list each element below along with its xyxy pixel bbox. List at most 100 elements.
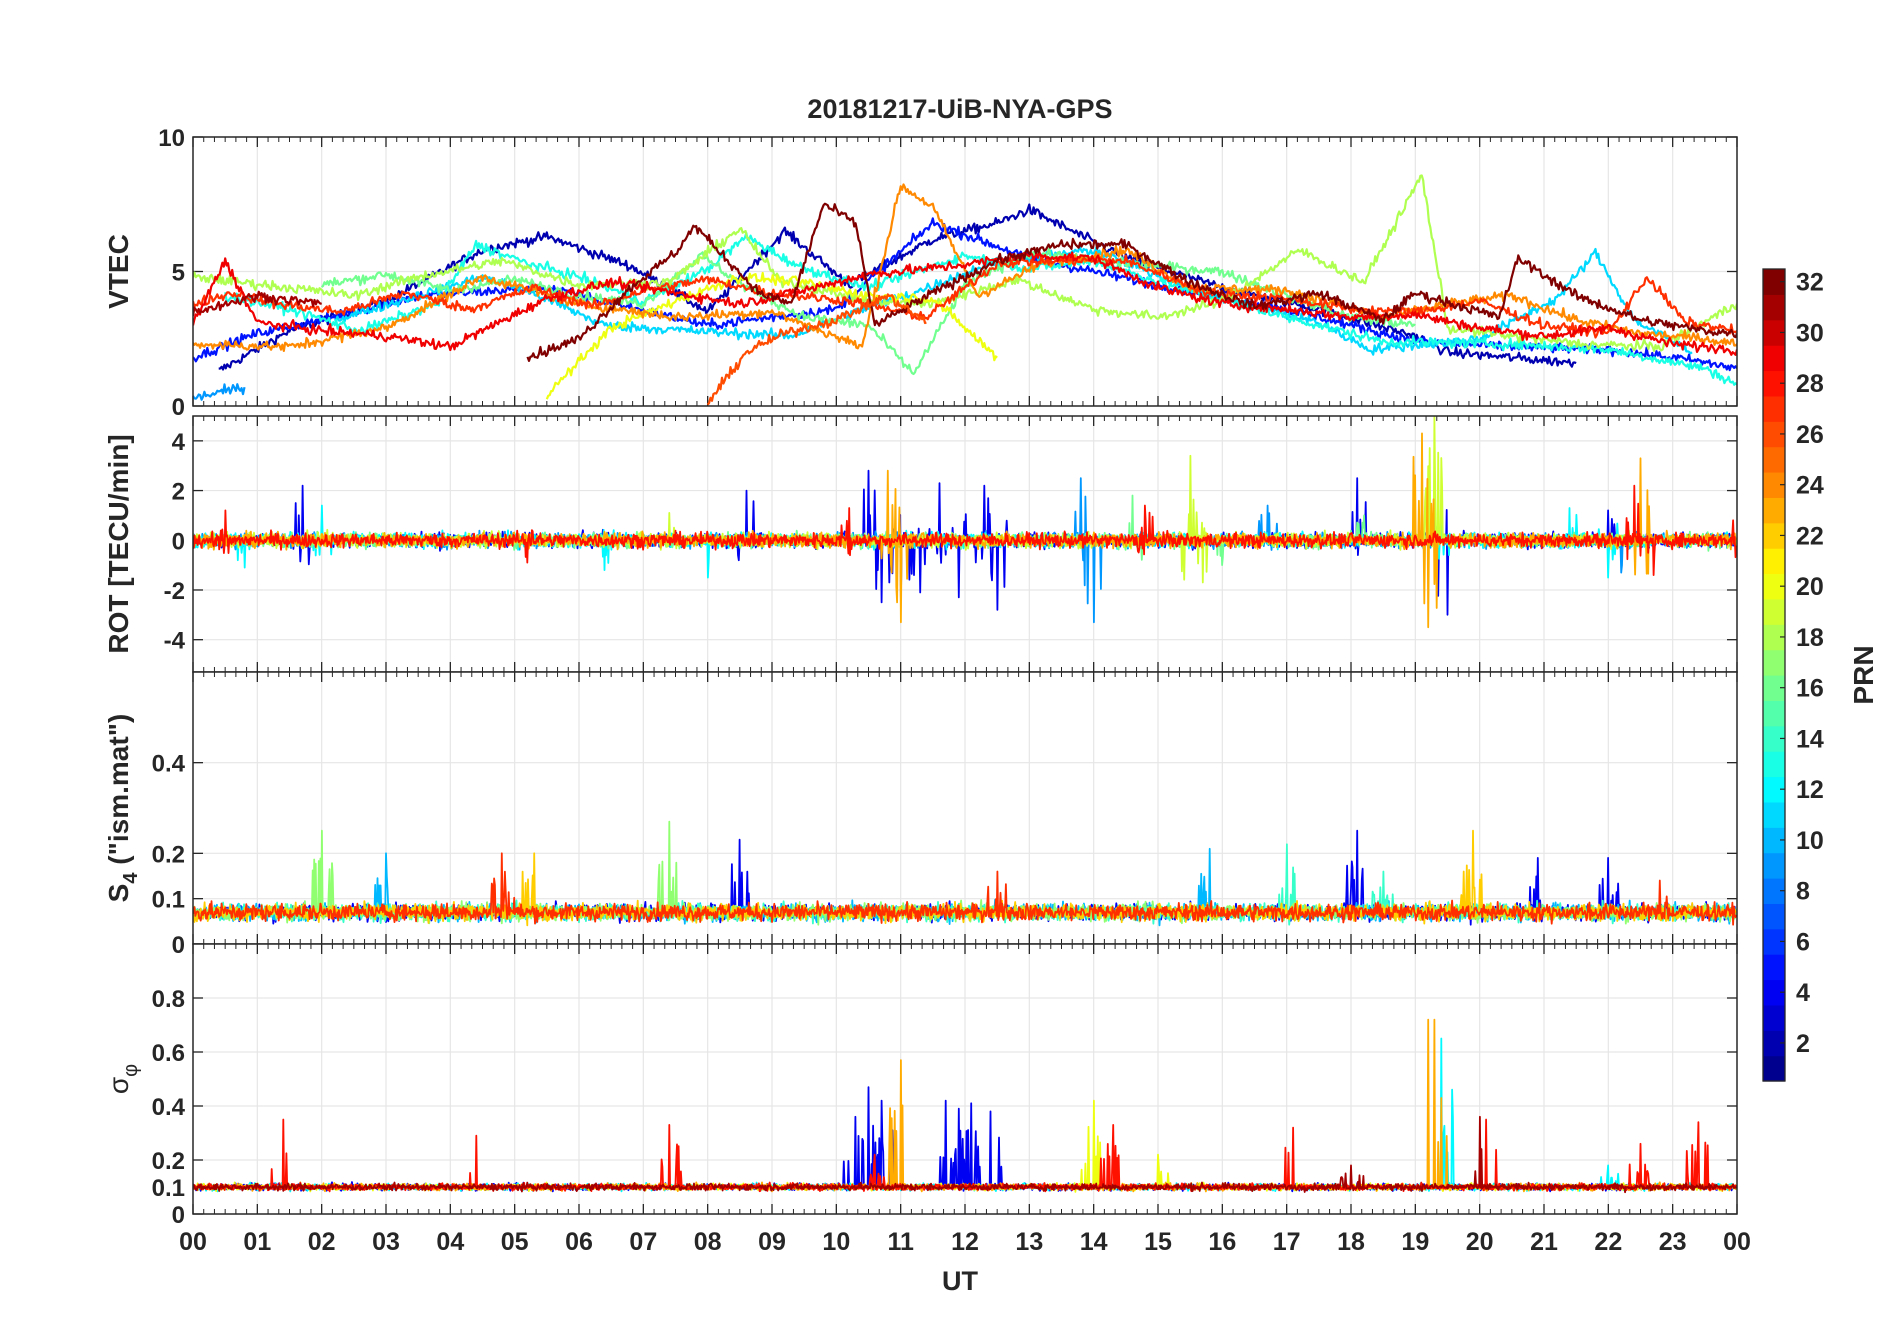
y-tick-label: 0.4 [152, 751, 186, 778]
x-tick-label: 15 [1144, 1228, 1172, 1256]
y-tick-label: 5 [172, 260, 185, 287]
panel-3: 0 0.1 0.2 0.4 S4 ("ism.mat") [103, 671, 1738, 959]
colorbar-band [1763, 878, 1785, 904]
y-tick-label: 10 [158, 125, 185, 152]
x-tick-label: 04 [436, 1228, 464, 1256]
colorbar-tick-label: 26 [1796, 421, 1824, 449]
series-line-prn-29 [193, 250, 1737, 356]
y-tick-label: 0.2 [152, 841, 185, 868]
colorbar-band [1763, 725, 1785, 752]
series-line-prn-28 [193, 484, 1737, 576]
colorbar-band [1763, 649, 1785, 676]
colorbar-tick-label: 8 [1796, 878, 1810, 906]
x-tick-label: 19 [1401, 1228, 1429, 1256]
colorbar-band [1763, 573, 1785, 600]
series-group [193, 1018, 1737, 1194]
colorbar-tick-label: 6 [1796, 928, 1810, 956]
colorbar-band [1763, 472, 1785, 498]
colorbar-band [1763, 700, 1785, 727]
y-tick-label: 0 [172, 932, 185, 959]
y-tick-label: -2 [164, 578, 185, 605]
colorbar-band [1763, 1030, 1785, 1057]
x-axis-label: UT [942, 1266, 978, 1296]
series-group [193, 820, 1737, 927]
y-tick-label: -4 [164, 628, 186, 655]
colorbar-tick-label: 28 [1796, 370, 1824, 398]
colorbar-band [1763, 852, 1785, 879]
y-axis-label-sub: 4 [120, 872, 142, 884]
y-axis-label: VTEC [103, 234, 134, 309]
y-tick-label: 0 [172, 394, 185, 421]
series-line-prn-9 [193, 383, 246, 401]
y-tick-label: 0.1 [152, 887, 185, 914]
x-tick-label: 11 [887, 1228, 914, 1256]
series-line-prn-18 [193, 174, 1737, 352]
colorbar-frame [1762, 268, 1786, 1082]
colorbar-band [1763, 446, 1785, 473]
colorbar-band [1763, 269, 1785, 295]
colorbar-band [1763, 345, 1785, 372]
colorbar-tick-label: 30 [1796, 319, 1824, 347]
colorbar-band [1763, 928, 1785, 955]
x-tick-label: 21 [1530, 1228, 1558, 1256]
x-tick-label: 00 [179, 1228, 207, 1256]
axes-frame [192, 943, 1738, 1215]
x-tick-label: 12 [951, 1228, 979, 1256]
y-tick-label: 0.2 [152, 1148, 185, 1175]
y-axis-label: ROT [TECU/min] [103, 434, 134, 653]
y-tick-label: 2 [172, 479, 185, 506]
colorbar-band [1763, 548, 1785, 575]
colorbar-band [1763, 497, 1785, 524]
colorbar-tick-label: 24 [1796, 472, 1824, 500]
y-axis-label: σφ [103, 1064, 142, 1094]
colorbar-tick-label: 22 [1796, 522, 1824, 550]
x-tick-label: 01 [243, 1228, 271, 1256]
y-tick-label: 0.8 [152, 986, 185, 1013]
colorbar-band [1763, 675, 1785, 701]
x-tick-label: 16 [1208, 1228, 1236, 1256]
colorbar-band [1763, 624, 1785, 651]
colorbar-tick-label: 10 [1796, 827, 1824, 855]
y-axis-label: S4 ("ism.mat") [103, 714, 142, 903]
colorbar-label: PRN [1848, 645, 1879, 704]
x-tick-label: 14 [1080, 1228, 1108, 1256]
colorbar-tick-label: 12 [1796, 776, 1824, 804]
x-tick-label: 09 [758, 1228, 786, 1256]
colorbar-band [1763, 1004, 1785, 1031]
colorbar-band [1763, 801, 1785, 828]
x-tick-label: 20 [1466, 1228, 1494, 1256]
series-line-prn-31 [193, 290, 322, 317]
colorbar-band [1763, 827, 1785, 854]
colorbar-tick-label: 16 [1796, 675, 1824, 703]
colorbar-band [1763, 319, 1785, 346]
y-axis-label-rest: ("ism.mat") [103, 714, 134, 873]
y-axis-label-sub: φ [120, 1064, 142, 1077]
colorbar-band [1763, 421, 1785, 448]
x-tick-label: 13 [1015, 1228, 1043, 1256]
y-tick-label: 0.6 [152, 1040, 185, 1067]
x-tick-label: 06 [565, 1228, 593, 1256]
x-tick-label: 08 [694, 1228, 722, 1256]
colorbar-tick-label: 14 [1796, 725, 1824, 753]
panel-1: 0 5 10 VTEC [103, 125, 1738, 421]
colorbar-band [1763, 751, 1785, 778]
y-axis-label-main: S [103, 884, 134, 903]
colorbar-band [1763, 294, 1785, 321]
x-tick-label: 03 [372, 1228, 400, 1256]
colorbar-band [1763, 370, 1785, 397]
colorbar-tick-label: 2 [1796, 1030, 1810, 1058]
x-tick-label: 17 [1273, 1228, 1301, 1256]
x-tick-label: 05 [501, 1228, 529, 1256]
y-tick-label: 0.4 [152, 1094, 186, 1121]
colorbar-tick-label: 32 [1796, 269, 1824, 297]
x-tick-label: 18 [1337, 1228, 1365, 1256]
colorbar-tick-label: 20 [1796, 573, 1824, 601]
series-line-prn-31 [193, 1115, 1737, 1194]
x-tick-label: 23 [1659, 1228, 1687, 1256]
series-line-prn-27 [193, 852, 1737, 926]
panel-2: -4 -2 0 2 4 ROT [TECU/min] [103, 415, 1738, 673]
series-line-prn-27 [193, 253, 1737, 339]
x-tick-label: 07 [629, 1228, 657, 1256]
